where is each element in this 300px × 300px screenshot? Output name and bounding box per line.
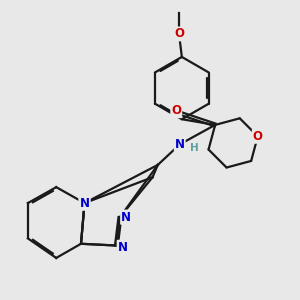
Text: O: O (171, 104, 181, 117)
Text: N: N (121, 211, 131, 224)
Text: O: O (174, 27, 184, 40)
Text: O: O (253, 130, 263, 143)
Text: H: H (190, 143, 199, 153)
Text: N: N (80, 196, 89, 210)
Text: N: N (118, 241, 128, 254)
Text: N: N (80, 196, 89, 210)
Text: N: N (121, 211, 131, 224)
Text: N: N (118, 241, 128, 254)
Text: N: N (175, 138, 185, 151)
